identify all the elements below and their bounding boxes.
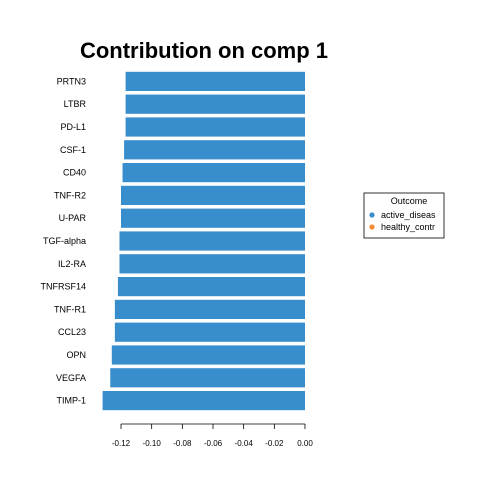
category-label: TNF-R1 bbox=[54, 304, 86, 314]
bar bbox=[114, 322, 306, 342]
category-label: PD-L1 bbox=[60, 122, 86, 132]
bar bbox=[121, 185, 305, 205]
bar bbox=[114, 299, 306, 319]
legend-label: healthy_contr bbox=[381, 222, 435, 232]
category-label: CD40 bbox=[63, 168, 86, 178]
bar bbox=[125, 117, 305, 137]
legend: Outcome active_diseas healthy_contr bbox=[363, 192, 445, 239]
category-label: TGF-alpha bbox=[43, 236, 86, 246]
x-tick-label: -0.10 bbox=[143, 439, 162, 448]
x-tick-label: -0.08 bbox=[173, 439, 192, 448]
category-label: TNF-R2 bbox=[54, 190, 86, 200]
category-label: TIMP-1 bbox=[56, 396, 86, 406]
x-tick-label: 0.00 bbox=[297, 439, 313, 448]
bar bbox=[119, 254, 305, 274]
category-labels: PRTN3 LTBR PD-L1 CSF-1 CD40 TNF-R2 U-PAR TGF-al… bbox=[40, 76, 86, 405]
legend-marker bbox=[369, 224, 375, 230]
bar bbox=[122, 163, 305, 183]
bar bbox=[125, 94, 305, 114]
legend-label: active_diseas bbox=[381, 210, 436, 220]
x-tick-label: -0.12 bbox=[112, 439, 131, 448]
category-label: VEGFA bbox=[56, 373, 86, 383]
x-axis: -0.12 -0.10 -0.08 -0.06 -0.04 -0.02 0.00 bbox=[112, 423, 313, 448]
bar bbox=[111, 345, 305, 365]
bar bbox=[119, 231, 305, 251]
category-label: CCL23 bbox=[58, 327, 86, 337]
legend-title: Outcome bbox=[391, 196, 428, 206]
bar bbox=[117, 277, 306, 297]
chart-title: Contribution on comp 1 bbox=[80, 38, 328, 63]
bar bbox=[124, 140, 305, 160]
category-label: TNFRSF14 bbox=[40, 282, 86, 292]
x-tick-label: -0.04 bbox=[235, 439, 254, 448]
x-tick-label: -0.02 bbox=[265, 439, 284, 448]
bar bbox=[121, 208, 305, 228]
category-label: LTBR bbox=[64, 99, 87, 109]
bar bbox=[102, 391, 305, 411]
x-tick-label: -0.06 bbox=[204, 439, 223, 448]
legend-box bbox=[363, 192, 445, 239]
category-label: IL2-RA bbox=[58, 259, 86, 269]
legend-entries: active_diseas healthy_contr bbox=[369, 210, 436, 232]
bar bbox=[110, 368, 306, 388]
category-label: U-PAR bbox=[59, 213, 87, 223]
bar bbox=[125, 71, 305, 91]
category-label: PRTN3 bbox=[57, 76, 86, 86]
category-label: OPN bbox=[66, 350, 86, 360]
legend-marker bbox=[369, 212, 375, 218]
bars-group bbox=[102, 71, 306, 411]
category-label: CSF-1 bbox=[60, 145, 86, 155]
